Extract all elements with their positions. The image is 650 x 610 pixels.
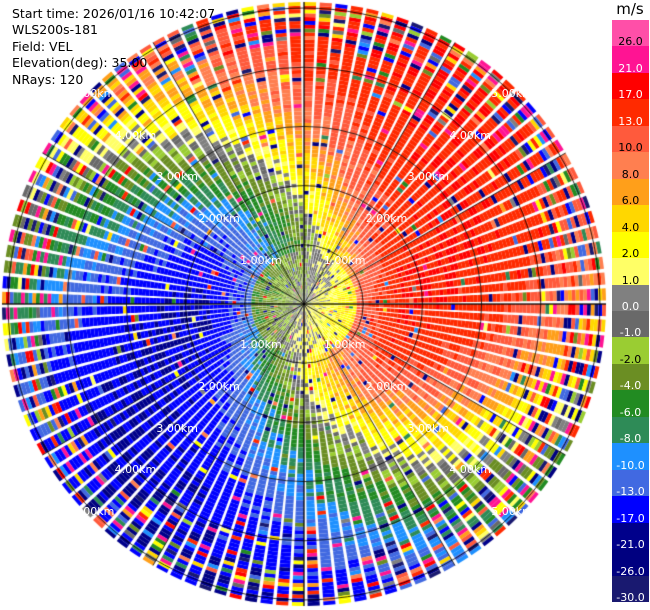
colorbar-label: 21.0 (618, 61, 643, 75)
range-ring-label: 1.00km (240, 337, 282, 351)
colorbar-bin (612, 443, 649, 471)
colorbar-bin (612, 284, 649, 312)
range-ring-label: 2.00km (365, 379, 408, 393)
range-ring-label: 1.00km (240, 254, 282, 268)
colorbar-bin (612, 46, 649, 74)
colorbar-bin (612, 522, 649, 550)
colorbar-bin (612, 258, 649, 286)
colorbar-bin (612, 575, 649, 603)
colorbar-bin (612, 20, 649, 47)
range-ring-label: 4.00km (449, 128, 491, 142)
colorbar-label: 2.0 (621, 247, 640, 261)
range-ring-label: 4.00km (114, 128, 157, 142)
colorbar-bin (612, 99, 649, 127)
colorbar-label: -2.0 (619, 352, 642, 366)
range-ring-label: 2.00km (365, 212, 408, 226)
colorbar-label: 6.0 (621, 194, 640, 208)
colorbar-label: -13.0 (616, 485, 645, 499)
colorbar-bin (612, 311, 649, 338)
colorbar-label: -10.0 (616, 458, 645, 472)
header-info: Start time: 2026/01/16 10:42:07 WLS200s-… (12, 6, 215, 88)
colorbar-label: 4.0 (621, 220, 640, 234)
range-ring-label: 3.00km (407, 170, 450, 184)
instrument: WLS200s-181 (12, 22, 98, 38)
colorbar-unit: m/s (616, 0, 644, 18)
range-ring-label: 3.00km (156, 170, 198, 184)
colorbar-label: -8.0 (619, 432, 642, 446)
colorbar-bin (612, 363, 649, 391)
colorbar-bin (612, 416, 649, 444)
colorbar-bin (612, 178, 649, 206)
colorbar-label: -26.0 (616, 564, 645, 578)
colorbar-bin (612, 337, 649, 365)
range-ring-label: 5.00km (72, 86, 115, 100)
colorbar-label: 17.0 (618, 88, 643, 102)
colorbar-bin (612, 469, 649, 497)
colorbar-label: -4.0 (619, 379, 642, 393)
colorbar-label: 10.0 (618, 141, 643, 155)
start-time: Start time: 2026/01/16 10:42:07 (12, 6, 216, 21)
colorbar-label: 1.0 (621, 273, 640, 287)
colorbar-label: -6.0 (619, 405, 642, 419)
colorbar-label: 26.0 (618, 35, 643, 49)
range-ring-label: 3.00km (156, 421, 198, 435)
range-ring-label: 1.00km (323, 254, 366, 268)
range-ring-label: 1.00km (323, 337, 366, 351)
range-ring-label: 5.00km (491, 505, 533, 519)
range-ring-label: 5.00km (491, 86, 533, 100)
nrays: NRays: 120 (12, 71, 84, 87)
colorbar-bin (612, 390, 649, 418)
colorbar-label: 8.0 (621, 167, 640, 181)
colorbar-label: -1.0 (619, 326, 642, 340)
range-ring-label: 4.00km (114, 463, 157, 477)
ppi-plot (0, 0, 610, 610)
colorbar-label: -30.0 (616, 591, 645, 604)
colorbar-bin (612, 72, 649, 100)
colorbar-bin (612, 231, 649, 259)
colorbar-label: -17.0 (616, 511, 645, 525)
colorbar-bin (612, 496, 649, 524)
range-ring-label: 5.00km (72, 505, 115, 519)
colorbar-label: -21.0 (616, 538, 645, 552)
colorbar-bin (612, 549, 649, 577)
colorbar-bin (612, 205, 649, 233)
colorbar-label: 13.0 (618, 114, 643, 128)
range-ring-label: 4.00km (449, 463, 491, 477)
field: Field: VEL (12, 38, 73, 54)
colorbar-label: 0.0 (621, 300, 640, 313)
range-ring-label: 2.00km (198, 212, 240, 226)
colorbar-bin (612, 125, 649, 153)
colorbar-bin (612, 152, 649, 180)
range-ring-label: 3.00km (407, 421, 450, 435)
elevation: Elevation(deg): 35.00 (12, 55, 148, 71)
range-ring-label: 2.00km (198, 379, 240, 393)
